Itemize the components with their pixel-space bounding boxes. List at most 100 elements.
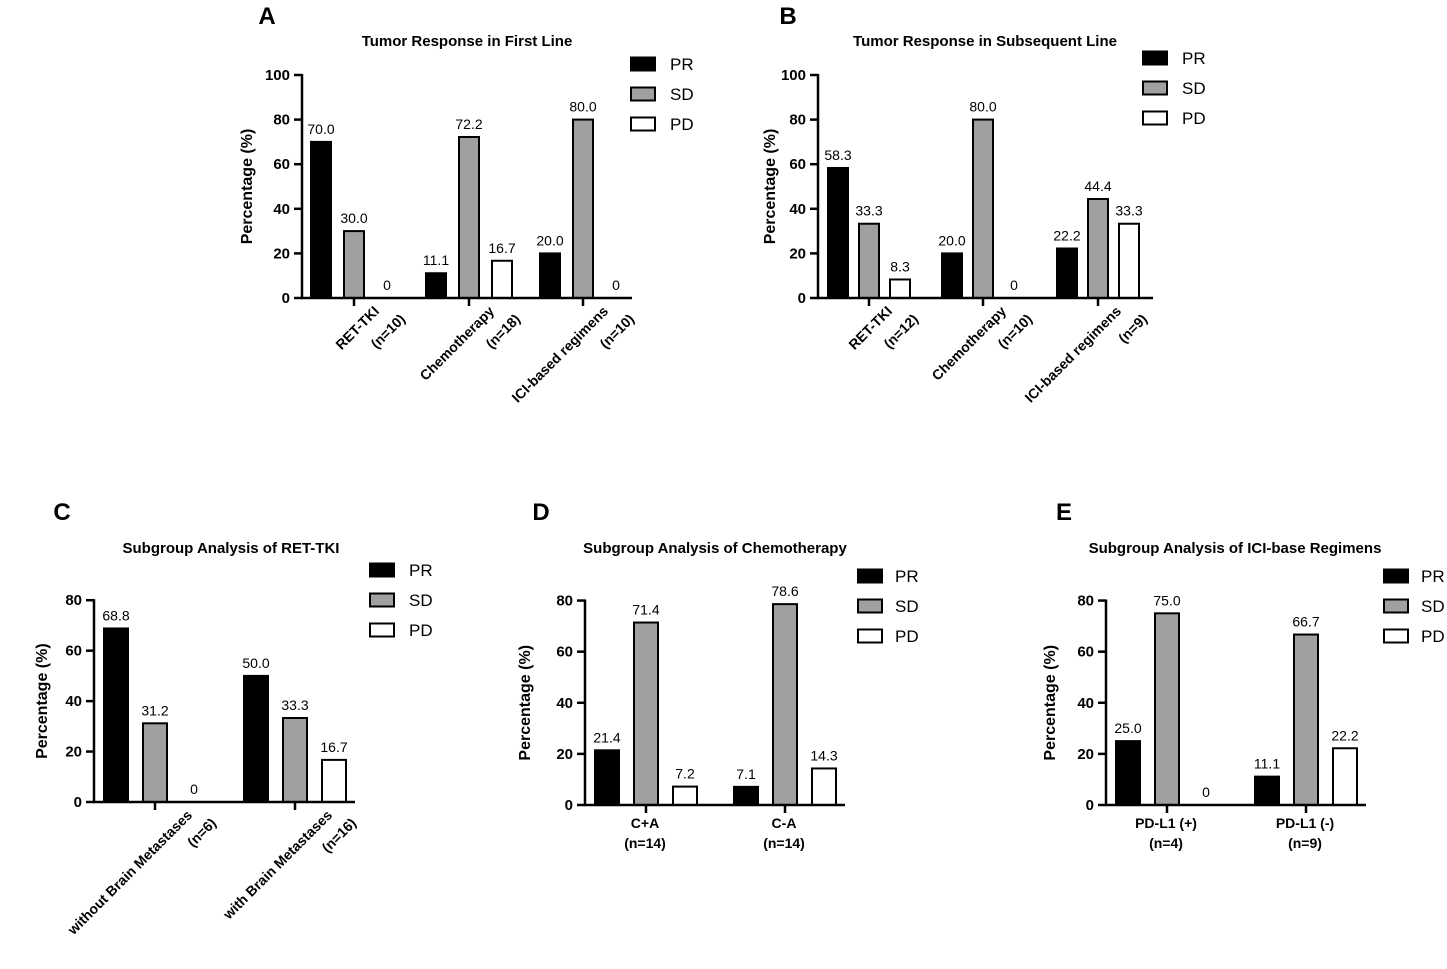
bar-sd [1087, 197, 1109, 300]
legend-label: PD [1421, 627, 1445, 646]
data-label: 75.0 [1153, 592, 1180, 608]
bar-pr [1254, 775, 1280, 807]
data-label: 78.6 [771, 583, 798, 599]
y-tick-label: 20 [789, 245, 806, 262]
chart-title: Subgroup Analysis of ICI-base Regimens [1089, 540, 1382, 557]
y-axis-title: Percentage (%) [517, 645, 534, 761]
data-label: 20.0 [536, 232, 563, 248]
legend-swatch-sd [369, 592, 395, 608]
data-label: 25.0 [1114, 720, 1141, 736]
bar-pr [733, 785, 759, 806]
legend-label: PR [895, 567, 919, 586]
legend-label: SD [1182, 79, 1206, 98]
legend-label: SD [670, 85, 694, 104]
y-tick-label: 80 [556, 593, 573, 610]
legend-label: PR [1182, 49, 1206, 68]
bar-sd [1154, 612, 1180, 806]
bar-sd [972, 118, 994, 299]
category-label: without Brain Metastases [64, 807, 196, 939]
y-tick-label: 60 [556, 644, 573, 661]
data-label: 80.0 [569, 99, 596, 115]
data-label: 7.1 [736, 766, 756, 782]
bar-pd [1118, 222, 1140, 299]
data-label: 72.2 [455, 116, 482, 132]
panel-letter: B [779, 3, 796, 30]
bar-sd [1293, 633, 1319, 806]
chart-panel-c: C Subgroup Analysis of RET-TKI 0 20 40 60 80 Pe… [34, 499, 433, 938]
legend-swatch-pd [1383, 628, 1409, 644]
y-tick-label: 0 [1086, 797, 1094, 814]
category-label: (n=14) [624, 835, 666, 851]
y-axis-title: Percentage (%) [34, 643, 51, 759]
y-tick-label: 20 [1077, 746, 1094, 763]
y-tick-label: 0 [282, 290, 290, 307]
bar-pr [243, 674, 269, 804]
bar-sd [772, 603, 798, 807]
category-label: C-A [772, 815, 797, 831]
bar-pd [491, 259, 513, 300]
data-label: 21.4 [593, 729, 620, 745]
y-tick-label: 60 [789, 156, 806, 173]
y-tick-label: 20 [273, 245, 290, 262]
y-tick-label: 40 [556, 695, 573, 712]
chart-title: Subgroup Analysis of RET-TKI [123, 540, 340, 557]
bar-pr [539, 252, 561, 299]
data-label: 33.3 [281, 697, 308, 713]
chart-panel-a: A Tumor Response in First Line 0 20 40 60 80 10… [239, 3, 694, 405]
legend-label: PR [670, 55, 694, 74]
data-label: 20.0 [938, 232, 965, 248]
y-axis-title: Percentage (%) [1042, 645, 1059, 761]
panel-letter: A [258, 3, 275, 30]
bar-pd [811, 767, 837, 807]
y-tick-label: 40 [789, 201, 806, 218]
bar-pd [672, 785, 698, 806]
data-label: 16.7 [488, 240, 515, 256]
data-label: 8.3 [890, 258, 910, 274]
bar-pr [1115, 740, 1141, 806]
y-tick-label: 80 [1077, 593, 1094, 610]
y-tick-label: 80 [65, 592, 82, 609]
chart-panel-e: E Subgroup Analysis of ICI-base Regimens 0… [1042, 499, 1445, 851]
y-tick-label: 100 [265, 67, 290, 84]
legend-label: PR [409, 561, 433, 580]
bar-sd [572, 118, 594, 299]
data-label: 70.0 [307, 121, 334, 137]
y-tick-label: 20 [556, 746, 573, 763]
legend-label: PD [895, 627, 919, 646]
bar-sd [142, 722, 168, 803]
y-tick-label: 40 [65, 693, 82, 710]
y-tick-label: 20 [65, 744, 82, 761]
bar-sd [282, 717, 308, 804]
data-label: 50.0 [242, 655, 269, 671]
y-tick-label: 0 [565, 797, 573, 814]
category-label: (n=14) [763, 835, 805, 851]
legend-label: SD [1421, 597, 1445, 616]
y-tick-label: 40 [1077, 695, 1094, 712]
bar-pr [594, 749, 620, 806]
bar-pd [1332, 747, 1358, 806]
bar-pr [310, 140, 332, 299]
data-label: 0 [1010, 277, 1018, 293]
data-label: 14.3 [810, 747, 837, 763]
data-label: 31.2 [141, 702, 168, 718]
data-label: 58.3 [824, 147, 851, 163]
panel-letter: C [53, 499, 70, 526]
legend-swatch-pd [369, 622, 395, 638]
bar-pr [103, 627, 129, 804]
category-label: with Brain Metastases [219, 807, 335, 923]
data-label: 0 [612, 277, 620, 293]
y-axis-title: Percentage (%) [239, 129, 256, 245]
legend-swatch-pr [1142, 50, 1168, 66]
panel-letter: E [1056, 499, 1072, 526]
legend-label: SD [895, 597, 919, 616]
legend-label: PD [409, 621, 433, 640]
legend-swatch-pr [369, 562, 395, 578]
data-label: 80.0 [969, 99, 996, 115]
chart-title: Tumor Response in Subsequent Line [853, 33, 1117, 50]
category-label: (n=9) [1288, 835, 1322, 851]
legend-swatch-pr [630, 56, 656, 72]
data-label: 0 [383, 277, 391, 293]
y-tick-label: 100 [781, 67, 806, 84]
data-label: 44.4 [1084, 178, 1111, 194]
